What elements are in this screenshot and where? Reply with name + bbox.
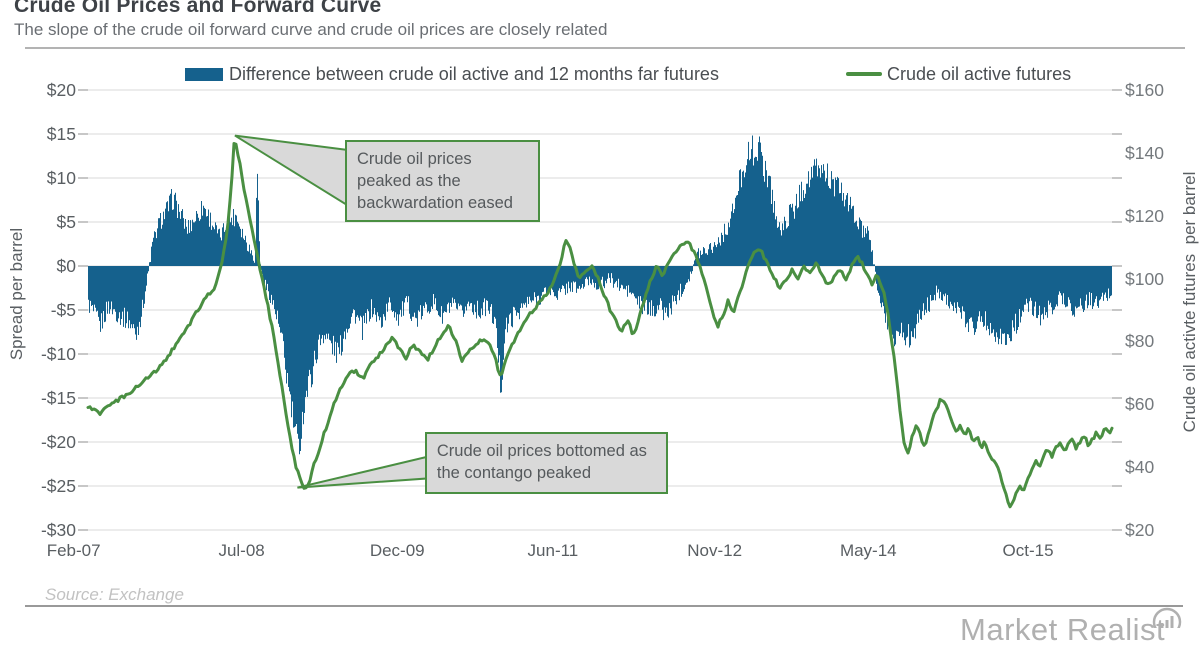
y-tick-label-left: -$10 — [40, 344, 76, 364]
y-tick-label-right: $140 — [1125, 142, 1164, 163]
y-tick-label-left: $20 — [46, 80, 76, 100]
x-tick-label: Jun-11 — [527, 541, 579, 560]
y-tick-label-right: $120 — [1125, 205, 1164, 226]
legend-item-spread: Difference between crude oil active and … — [185, 62, 719, 86]
legend-bar-swatch-icon — [185, 67, 223, 81]
y-tick-label-right: $160 — [1125, 80, 1164, 100]
x-tick-label: Feb-07 — [46, 541, 101, 560]
y-tick-label-left: $15 — [46, 124, 76, 144]
y-tick-label-left: $10 — [46, 168, 76, 188]
footer-divider — [25, 605, 1183, 607]
legend-label-spread: Difference between crude oil active and … — [229, 63, 719, 84]
legend-item-futures: Crude oil active futures — [846, 62, 1071, 86]
callout-text-peak: Crude oil prices peaked as the backwarda… — [357, 150, 513, 212]
x-tick-label: May-14 — [839, 541, 897, 560]
x-tick-label: Jul-08 — [218, 541, 265, 560]
callout-box: Crude oil prices peaked as the backwarda… — [345, 140, 540, 222]
y-tick-label-right: $40 — [1125, 457, 1155, 478]
y-tick-label-left: $0 — [56, 256, 76, 276]
page: { "header": { "title": "Crude Oil Prices… — [7, 0, 1199, 647]
y-tick-label-right: $80 — [1125, 331, 1155, 352]
x-tick-label: Dec-09 — [369, 541, 425, 560]
y-tick-label-left: -$5 — [50, 300, 76, 320]
y-tick-label-left: -$25 — [40, 476, 76, 496]
legend-label-futures: Crude oil active futures — [887, 63, 1072, 84]
y-tick-label-right: $20 — [1125, 520, 1155, 540]
page-title: Crude Oil Prices and Forward Curve — [14, 0, 382, 17]
y-tick-label-left: -$15 — [40, 388, 76, 408]
callout-text-bottom: Crude oil prices bottomed as the contang… — [436, 441, 647, 482]
watermark-text: Market Realist — [960, 612, 1166, 647]
y-tick-label-left: -$20 — [40, 432, 76, 452]
y-tick-label-left: -$30 — [40, 520, 76, 540]
y-tick-label-right: $60 — [1125, 394, 1155, 415]
legend-line-swatch-icon — [846, 72, 882, 76]
source-note: Source: Exchange — [45, 585, 184, 604]
chart-bars-logo-icon — [1152, 607, 1182, 628]
chart-canvas — [78, 89, 1122, 531]
x-tick-label: Oct-15 — [1002, 541, 1054, 560]
header-divider — [25, 47, 1185, 49]
y-tick-label-right: $100 — [1125, 268, 1164, 289]
x-tick-label: Nov-12 — [687, 541, 743, 560]
y-tick-label-left: $5 — [56, 212, 76, 232]
callout-box: Crude oil prices bottomed as the contang… — [424, 431, 668, 494]
page-subtitle: The slope of the crude oil forward curve… — [14, 20, 608, 39]
